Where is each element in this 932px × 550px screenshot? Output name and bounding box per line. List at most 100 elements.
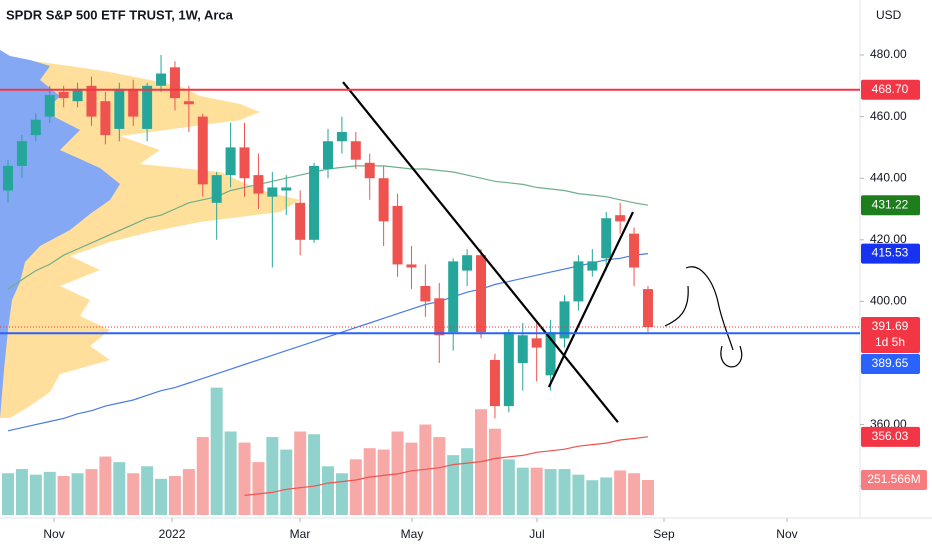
- x-tick-label: 2022: [159, 527, 186, 541]
- volume-bar: [641, 479, 654, 515]
- candle-body: [364, 162, 375, 179]
- candle-body: [573, 261, 584, 302]
- candle-body: [322, 141, 333, 169]
- candle-body: [559, 301, 570, 339]
- volume-bar: [544, 469, 557, 515]
- y-tick-label: 420.00: [870, 232, 907, 246]
- volume-bar: [321, 466, 334, 515]
- candle-body: [72, 88, 83, 102]
- candle-body: [114, 88, 125, 129]
- candle-body: [2, 165, 13, 191]
- volume-bar: [558, 469, 571, 515]
- trend-line: [547, 211, 634, 388]
- candle-body: [142, 85, 153, 129]
- candle-body: [225, 147, 236, 176]
- volume-bar: [57, 476, 70, 515]
- volume-bar: [168, 476, 181, 515]
- candle-body: [489, 359, 500, 407]
- freehand-drawing: [664, 266, 743, 368]
- volume-bar: [224, 431, 237, 515]
- y-tick-label: 400.00: [870, 294, 907, 308]
- price-tag: [861, 243, 920, 264]
- x-tick-label: Sep: [653, 527, 675, 541]
- volume-bar: [182, 469, 195, 515]
- volume-tag-label: 251.566M: [867, 472, 920, 486]
- volume-bar: [391, 431, 404, 515]
- freehand-arrow: [720, 345, 743, 368]
- candle-body: [601, 218, 612, 259]
- volume-bar: [335, 473, 348, 515]
- candle-body: [476, 255, 487, 333]
- volume-bar: [488, 428, 501, 515]
- volume-bar: [141, 466, 154, 515]
- price-tag-label: 356.03: [872, 429, 909, 443]
- volume-bar: [349, 459, 362, 515]
- volume-bar: [196, 437, 209, 515]
- volume-bar: [252, 462, 265, 515]
- x-tick-label: Nov: [776, 527, 797, 541]
- volume-bar: [405, 442, 418, 515]
- candle-body: [86, 85, 97, 117]
- volume-bar: [628, 473, 641, 515]
- candle-body: [336, 132, 347, 142]
- candle-layer: [2, 55, 653, 419]
- candle-body: [16, 141, 27, 166]
- price-tag-label: 391.69: [872, 319, 909, 333]
- candle-body: [197, 116, 208, 185]
- candle-body: [615, 215, 626, 222]
- candle-body: [128, 88, 139, 117]
- candle-body: [629, 233, 640, 268]
- candle-body: [545, 332, 556, 376]
- tag-layer: 468.70 431.22 415.53 391.69 1d 5h 389.65 356.0…: [861, 79, 927, 490]
- candle-body: [281, 187, 292, 191]
- candle-body: [169, 67, 180, 99]
- candle-body: [253, 175, 264, 194]
- x-tick-label: Mar: [290, 527, 311, 541]
- y-tick-label: 480.00: [870, 47, 907, 61]
- volume-bar: [502, 459, 515, 515]
- volume-tag: [861, 469, 927, 490]
- volume-bar: [363, 448, 376, 515]
- profile-yellow: [0, 50, 300, 418]
- volume-bar: [99, 456, 112, 515]
- volume-bar: [238, 442, 251, 515]
- volume-bar: [113, 462, 126, 515]
- candle-body: [44, 95, 55, 117]
- volume-bar: [15, 469, 28, 515]
- volume-bar: [85, 469, 98, 515]
- volume-bar: [433, 437, 446, 515]
- volume-bar: [43, 471, 56, 515]
- volume-bar: [155, 478, 168, 515]
- line-layer: [0, 81, 860, 423]
- volume-profile: [0, 50, 300, 418]
- freehand-stroke: [664, 285, 689, 327]
- volume-bar: [71, 473, 84, 515]
- price-tag: [861, 79, 920, 100]
- volume-bar: [516, 467, 529, 515]
- candle-body: [211, 175, 222, 203]
- candle-body: [156, 73, 167, 86]
- candle-body: [642, 289, 653, 327]
- volume-bar: [294, 431, 307, 515]
- candle-body: [420, 286, 431, 302]
- freehand-stroke: [685, 266, 734, 351]
- volume-bar: [29, 474, 42, 515]
- price-tag: [861, 195, 920, 216]
- price-tag-label: 431.22: [872, 197, 909, 211]
- candle-body: [378, 178, 389, 222]
- candle-body: [58, 91, 69, 99]
- candle-body: [448, 261, 459, 333]
- volume-bar: [572, 474, 585, 515]
- volume-bar: [1, 473, 14, 515]
- candle-body: [30, 119, 41, 136]
- candle-body: [295, 202, 306, 240]
- candle-body: [267, 187, 278, 197]
- candle-body: [309, 165, 320, 240]
- candle-body: [100, 101, 111, 136]
- candle-body: [517, 335, 528, 364]
- price-tag-label: 389.65: [872, 356, 909, 370]
- volume-bar: [266, 437, 279, 515]
- volume-bar: [614, 470, 627, 515]
- x-tick-label: Nov: [43, 527, 64, 541]
